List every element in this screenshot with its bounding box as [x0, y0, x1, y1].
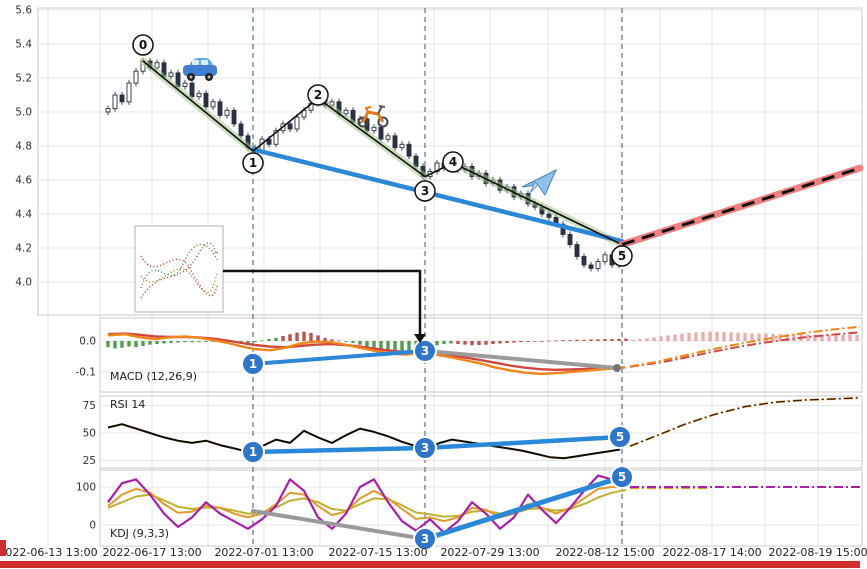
svg-text:3: 3	[421, 184, 429, 198]
pivot-marker-1-rsi: 1	[241, 440, 265, 464]
svg-text:5: 5	[618, 470, 626, 484]
price-y-tick-label: 4.8	[15, 141, 32, 153]
left-red-marker	[0, 540, 6, 556]
pivot-marker-1-macd: 1	[241, 351, 265, 376]
svg-text:3: 3	[421, 344, 429, 358]
macd-blue-trendline	[251, 348, 427, 366]
svg-text:4: 4	[449, 155, 457, 169]
svg-text:5: 5	[616, 430, 624, 444]
event-dashed-lines	[252, 8, 623, 546]
svg-text:1: 1	[249, 357, 257, 371]
x-tick-label: 2022-08-17 14:00	[662, 546, 761, 559]
pivot-marker-5-rsi: 5	[608, 425, 632, 449]
price-y-tick-label: 5.6	[15, 5, 32, 17]
pivot-marker-5-kdj: 5	[610, 465, 634, 490]
pivot-marker-5-price: 5	[611, 245, 633, 267]
macd-gray-dot	[613, 364, 621, 372]
rsi-panel-label: RSI 14	[110, 398, 145, 411]
projection-band	[618, 164, 864, 249]
svg-text:2: 2	[314, 88, 322, 102]
x-tick-label: 2022-07-29 13:00	[440, 546, 539, 559]
kdj-lines	[107, 474, 860, 534]
x-tick-label: 2022-07-15 13:00	[328, 546, 427, 559]
car-icon	[183, 58, 217, 81]
kdj-y-tick-label: 0	[89, 520, 96, 532]
kdj-y-tick-label: 100	[76, 482, 96, 494]
svg-text:1: 1	[249, 445, 257, 459]
pivot-marker-3-rsi: 3	[413, 436, 437, 460]
rsi-y-tick-label: 25	[83, 455, 96, 467]
macd-gray-trendline	[423, 348, 619, 370]
pivot-marker-3-price: 3	[414, 180, 436, 202]
bottom-progress-bar[interactable]	[0, 561, 860, 568]
support-trendline	[250, 147, 625, 244]
macd-panel-label: MACD (12,26,9)	[110, 370, 197, 383]
svg-text:5: 5	[618, 249, 626, 263]
x-tick-label: 2022-08-19 15:00	[768, 546, 867, 559]
price-overlays	[139, 57, 864, 542]
rsi-y-tick-label: 75	[83, 400, 96, 412]
macd-dif-projection	[629, 325, 861, 368]
pivot-marker-3-kdj: 3	[413, 527, 437, 551]
kdj-panel	[99, 469, 863, 547]
kdj-blue-trendline	[422, 474, 625, 542]
plane-icon	[521, 168, 558, 197]
price-panel	[37, 7, 863, 316]
inset-thumbnail	[134, 225, 224, 313]
svg-text:3: 3	[421, 532, 429, 546]
x-tick-label: 2022-08-12 15:00	[555, 546, 654, 559]
macd-lines	[107, 325, 861, 376]
pivot-marker-3-macd: 3	[413, 338, 437, 363]
price-y-tick-label: 5.2	[15, 73, 32, 85]
kdj-gray-trendline	[251, 509, 427, 541]
price-y-tick-label: 4.0	[15, 277, 32, 289]
price-y-tick-label: 5.4	[15, 39, 32, 51]
scooter-icon	[357, 105, 389, 128]
svg-text:1: 1	[249, 156, 257, 170]
macd-y-tick-label: 0.0	[79, 336, 96, 348]
kdj-j-line	[107, 474, 627, 534]
macd-dif-line	[107, 332, 626, 376]
macd-dea-projection	[629, 331, 861, 368]
price-y-tick-label: 5.0	[15, 107, 32, 119]
macd-dea-line	[107, 332, 626, 372]
pivot-marker-2-price: 2	[307, 84, 329, 106]
rsi-y-tick-label: 50	[83, 428, 96, 440]
x-tick-label: 2022-06-17 13:00	[102, 546, 201, 559]
x-tick-label: 2022-07-01 13:00	[214, 546, 313, 559]
macd-panel	[99, 317, 863, 393]
pivot-marker-1-price: 1	[242, 152, 264, 174]
rsi-panel	[99, 395, 863, 469]
price-y-tick-label: 4.4	[15, 209, 32, 221]
inset-connector-arrow	[223, 269, 426, 343]
price-y-tick-label: 4.6	[15, 175, 32, 187]
price-y-tick-label: 4.2	[15, 243, 32, 255]
pivot-marker-0-price: 0	[132, 34, 154, 56]
macd-y-tick-label: -0.1	[76, 367, 97, 379]
pivot-marker-4-price: 4	[442, 151, 464, 173]
arrow-down-icon	[414, 334, 426, 343]
svg-text:3: 3	[421, 441, 429, 455]
kdj-panel-label: KDJ (9,3,3)	[110, 527, 169, 540]
rsi-line	[107, 423, 621, 460]
x-axis-labels: 2022-06-13 13:00 2022-06-17 13:00 2022-07-…	[0, 546, 867, 559]
x-tick-label: 2022-06-13 13:00	[0, 546, 98, 559]
zigzag-line	[142, 60, 623, 246]
rsi-lines	[107, 396, 861, 461]
svg-text:0: 0	[139, 38, 147, 52]
